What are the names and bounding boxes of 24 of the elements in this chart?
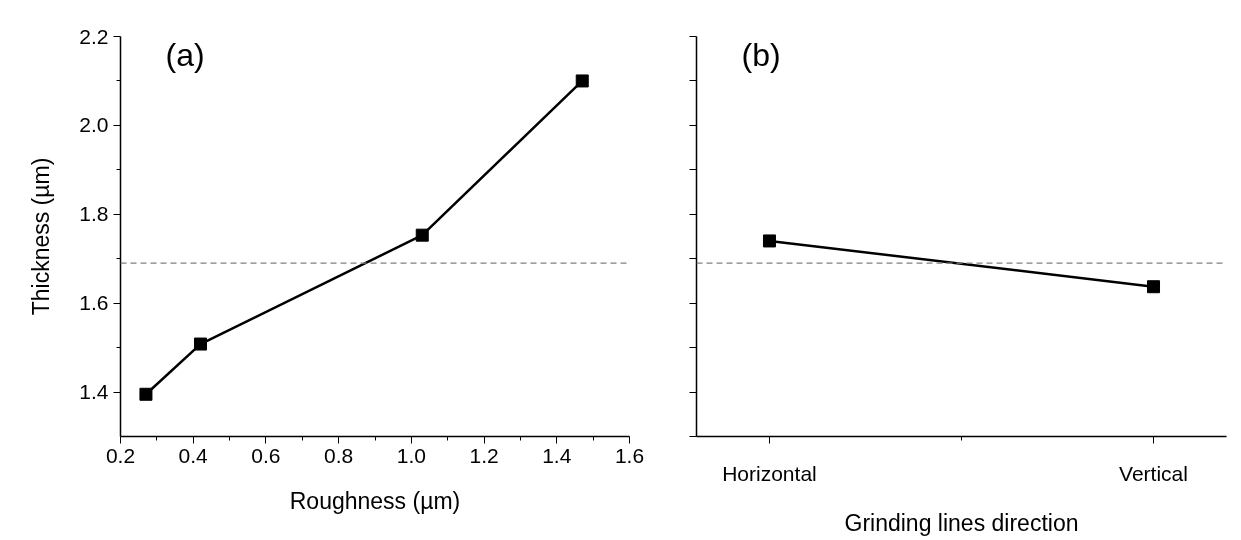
y-tick-label: 2.0 xyxy=(79,113,109,137)
annotation: (b) xyxy=(741,36,781,73)
x-tick-label: 1.0 xyxy=(396,443,426,467)
x-tick-label: 1.2 xyxy=(469,443,499,467)
x-axis-title: Roughness (µm) xyxy=(289,487,461,514)
x-tick-label: 1.4 xyxy=(542,443,572,467)
y-tick-label: 1.4 xyxy=(79,380,109,404)
point xyxy=(575,74,589,88)
x-tick-label: Horizontal xyxy=(722,461,817,485)
point xyxy=(139,387,153,401)
annotation: (a) xyxy=(165,36,205,73)
y-axis-title: Thickness (µm) xyxy=(28,157,55,316)
x-tick-label: 1.6 xyxy=(614,443,645,467)
y-tick-label: 2.2 xyxy=(79,24,109,48)
x-tick-label: Vertical xyxy=(1119,461,1188,485)
point xyxy=(415,228,429,242)
x-tick-label: 0.4 xyxy=(178,443,209,467)
x-axis-title: Grinding lines direction xyxy=(844,509,1079,536)
x-tick-label: 0.8 xyxy=(324,443,354,467)
x-tick-label: 0.6 xyxy=(251,443,281,467)
y-tick-label: 1.8 xyxy=(79,202,109,226)
y-tick-label: 1.6 xyxy=(79,291,109,315)
x-tick-label: 0.2 xyxy=(105,443,136,467)
point xyxy=(193,337,207,351)
